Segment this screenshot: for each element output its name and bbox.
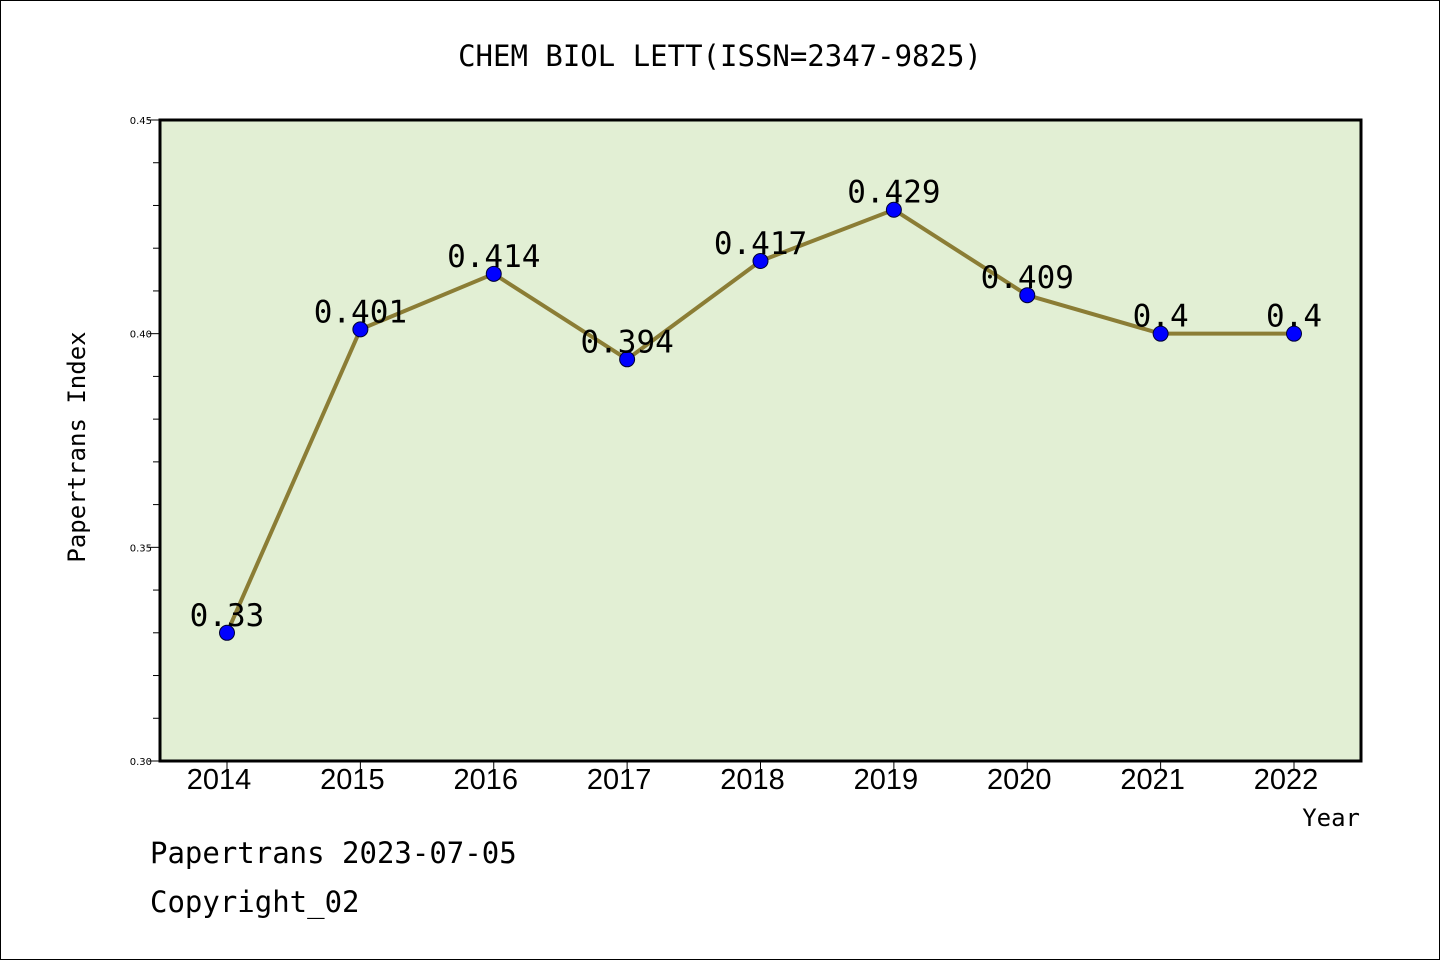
data-label-2019: 0.429 [847, 175, 940, 211]
data-point-2016 [485, 265, 502, 282]
x-tick-label: 2022 [1254, 764, 1319, 796]
y-axis: 0.30 0.35 0.40 0.45 [130, 116, 160, 768]
y-tick-label: 0.35 [130, 543, 152, 554]
data-label-2022: 0.4 [1266, 299, 1322, 335]
footer-copyright: Copyright_02 [150, 885, 360, 919]
data-label-2021: 0.4 [1133, 299, 1189, 335]
data-label-2016: 0.414 [447, 239, 540, 275]
data-point-2020 [1019, 287, 1036, 304]
footer-date: Papertrans 2023-07-05 [150, 836, 517, 870]
data-label-2014: 0.33 [190, 598, 265, 634]
data-point-2014 [219, 624, 235, 641]
y-tick-label: 0.30 [130, 757, 152, 768]
x-tick-label: 2018 [720, 764, 785, 796]
x-axis: 2014 2015 2016 2017 2018 2019 2020 2021 2022 [187, 761, 1319, 796]
plot-area [158, 118, 1363, 763]
data-label-2018: 0.417 [714, 226, 807, 262]
x-axis-label: Year [1302, 804, 1360, 832]
data-label-2015: 0.401 [314, 294, 407, 330]
data-point-2022 [1286, 325, 1302, 342]
data-point-2015 [352, 321, 369, 338]
y-tick-label: 0.45 [130, 116, 152, 127]
y-axis-label: Papertrans Index [63, 331, 91, 562]
data-point-2021 [1152, 325, 1169, 342]
data-labels: 0.33 0.401 0.414 0.394 0.417 0.429 0.409 0.4 0.4 [190, 175, 1322, 634]
x-tick-label: 2020 [987, 764, 1052, 796]
data-point-2019 [885, 201, 902, 218]
x-tick-label: 2021 [1120, 764, 1185, 796]
data-points [219, 201, 1302, 641]
chart-title: CHEM BIOL LETT(ISSN=2347-9825) [458, 39, 982, 73]
y-tick-label: 0.40 [130, 330, 152, 341]
data-point-2018 [752, 253, 769, 270]
x-tick-label: 2015 [320, 764, 385, 796]
data-label-2017: 0.394 [580, 324, 673, 360]
data-label-2020: 0.409 [981, 260, 1074, 296]
x-tick-label: 2014 [187, 764, 252, 796]
x-tick-label: 2019 [854, 764, 919, 796]
x-tick-label: 2017 [587, 764, 652, 796]
x-tick-label: 2016 [453, 764, 518, 796]
data-point-2017 [619, 351, 636, 368]
